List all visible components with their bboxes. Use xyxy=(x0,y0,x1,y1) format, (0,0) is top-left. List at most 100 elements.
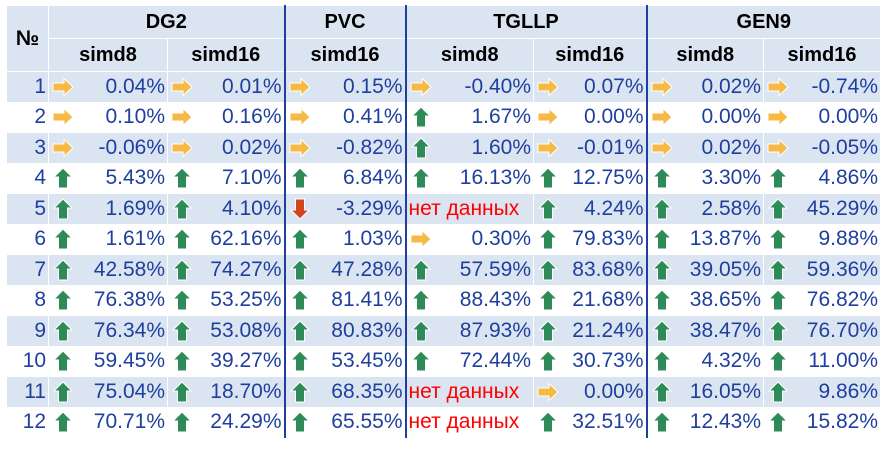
cell-value: 59.45% xyxy=(93,349,165,373)
green-up-arrow-icon xyxy=(52,167,74,189)
cell-value: -0.05% xyxy=(811,135,878,159)
no-data-cell: нет данных xyxy=(404,376,534,408)
value-cell: -0.40% xyxy=(404,71,534,103)
value-cell: 83.68% xyxy=(533,254,647,286)
value-cell: 47.28% xyxy=(283,254,406,286)
value-cell: 53.25% xyxy=(167,284,285,316)
cell-value: 38.65% xyxy=(689,288,761,312)
table-row: 9 76.34% 53.08% 80.83% 87.93% 21.24% 38.47% 76.… xyxy=(6,315,881,347)
value-cell: 38.65% xyxy=(645,284,764,316)
cell-value: 16.13% xyxy=(459,166,531,190)
row-number: 5 xyxy=(6,193,49,225)
green-up-arrow-icon xyxy=(651,350,672,372)
green-up-arrow-icon xyxy=(651,381,672,403)
value-cell: 6.84% xyxy=(283,162,406,194)
value-cell: 80.83% xyxy=(283,315,406,347)
table-row: 3 -0.06% 0.02% -0.82% 1.60% -0.01% 0.02% -0.05% xyxy=(6,132,881,164)
cell-value: 0.00% xyxy=(818,105,878,129)
yellow-right-arrow-icon xyxy=(651,77,673,97)
cell-value: 76.38% xyxy=(93,288,165,312)
cell-value: 0.41% xyxy=(342,105,403,129)
value-cell: 62.16% xyxy=(167,223,285,255)
cell-value: 5.43% xyxy=(105,166,165,190)
cell-value: 1.03% xyxy=(342,227,403,251)
green-up-arrow-icon xyxy=(52,259,74,281)
value-cell: 75.04% xyxy=(48,376,168,408)
value-cell: 32.51% xyxy=(533,406,647,438)
column-header-tgllp-simd16: simd16 xyxy=(533,38,647,72)
value-cell: 21.68% xyxy=(533,284,647,316)
cell-value: 80.83% xyxy=(331,318,403,342)
cell-value: 1.67% xyxy=(471,105,531,129)
value-cell: 38.47% xyxy=(645,315,764,347)
green-up-arrow-icon xyxy=(171,228,193,250)
column-header-pvc-simd16: simd16 xyxy=(283,38,406,72)
value-cell: 4.10% xyxy=(167,193,285,225)
green-up-arrow-icon xyxy=(171,350,193,372)
value-cell: 72.44% xyxy=(404,345,534,377)
value-cell: 70.71% xyxy=(48,406,168,438)
row-number: 6 xyxy=(6,223,49,255)
cell-value: 62.16% xyxy=(210,227,282,251)
cell-value: 32.51% xyxy=(572,410,644,434)
yellow-right-arrow-icon xyxy=(410,77,432,97)
cell-value: 57.59% xyxy=(459,257,531,281)
table-row: 4 5.43% 7.10% 6.84% 16.13% 12.75% 3.30% 4.86% xyxy=(6,162,881,194)
table-row: 1 0.04% 0.01% 0.15% -0.40% 0.07% 0.02% -0.74% xyxy=(6,71,881,103)
value-cell: 9.88% xyxy=(763,223,881,255)
green-up-arrow-icon xyxy=(171,289,193,311)
value-cell: 1.67% xyxy=(404,101,534,133)
green-up-arrow-icon xyxy=(537,228,559,250)
red-down-arrow-icon xyxy=(289,198,310,220)
cell-value: 3.30% xyxy=(701,166,761,190)
cell-value: 18.70% xyxy=(210,379,282,403)
cell-value: 0.15% xyxy=(342,74,403,98)
value-cell: 4.24% xyxy=(533,193,647,225)
group-header-pvc: PVC xyxy=(283,5,406,39)
value-cell: 1.60% xyxy=(404,132,534,164)
cell-value: 15.82% xyxy=(806,410,878,434)
cell-value: 39.05% xyxy=(689,257,761,281)
value-cell: 59.36% xyxy=(763,254,881,286)
row-number: 8 xyxy=(6,284,49,316)
value-cell: 0.01% xyxy=(167,71,285,103)
green-up-arrow-icon xyxy=(410,106,431,128)
cell-value: 4.10% xyxy=(221,196,282,220)
cell-value: 4.86% xyxy=(818,166,878,190)
cell-value: 21.68% xyxy=(572,288,644,312)
green-up-arrow-icon xyxy=(289,289,310,311)
value-cell: 18.70% xyxy=(167,376,285,408)
cell-value: -0.06% xyxy=(98,135,165,159)
value-cell: 45.29% xyxy=(763,193,881,225)
green-up-arrow-icon xyxy=(410,259,431,281)
cell-value: 76.34% xyxy=(93,318,165,342)
value-cell: 4.32% xyxy=(645,345,764,377)
cell-value: 0.02% xyxy=(701,74,761,98)
table-row: 8 76.38% 53.25% 81.41% 88.43% 21.68% 38.65% 76.… xyxy=(6,284,881,316)
green-up-arrow-icon xyxy=(171,198,193,220)
cell-value: 45.29% xyxy=(806,196,878,220)
green-up-arrow-icon xyxy=(537,350,559,372)
value-cell: 53.45% xyxy=(283,345,406,377)
cell-value: 6.84% xyxy=(342,166,403,190)
value-cell: -0.01% xyxy=(533,132,647,164)
value-cell: -0.06% xyxy=(48,132,168,164)
value-cell: 0.00% xyxy=(645,101,764,133)
cell-value: 12.43% xyxy=(689,410,761,434)
value-cell: 11.00% xyxy=(763,345,881,377)
column-header-dg2-simd8: simd8 xyxy=(48,38,168,72)
row-number: 3 xyxy=(6,132,49,164)
green-up-arrow-icon xyxy=(767,320,789,342)
yellow-right-arrow-icon xyxy=(171,77,193,97)
green-up-arrow-icon xyxy=(537,411,559,433)
green-up-arrow-icon xyxy=(537,198,559,220)
value-cell: 1.61% xyxy=(48,223,168,255)
table-row: 6 1.61% 62.16% 1.03% 0.30% 79.83% 13.87% 9.88% xyxy=(6,223,881,255)
green-up-arrow-icon xyxy=(410,289,431,311)
green-up-arrow-icon xyxy=(651,198,672,220)
value-cell: 81.41% xyxy=(283,284,406,316)
yellow-right-arrow-icon xyxy=(651,107,673,127)
cell-value: 79.83% xyxy=(572,227,644,251)
cell-value: 87.93% xyxy=(459,318,531,342)
group-header-tgllp: TGLLP xyxy=(404,5,647,39)
